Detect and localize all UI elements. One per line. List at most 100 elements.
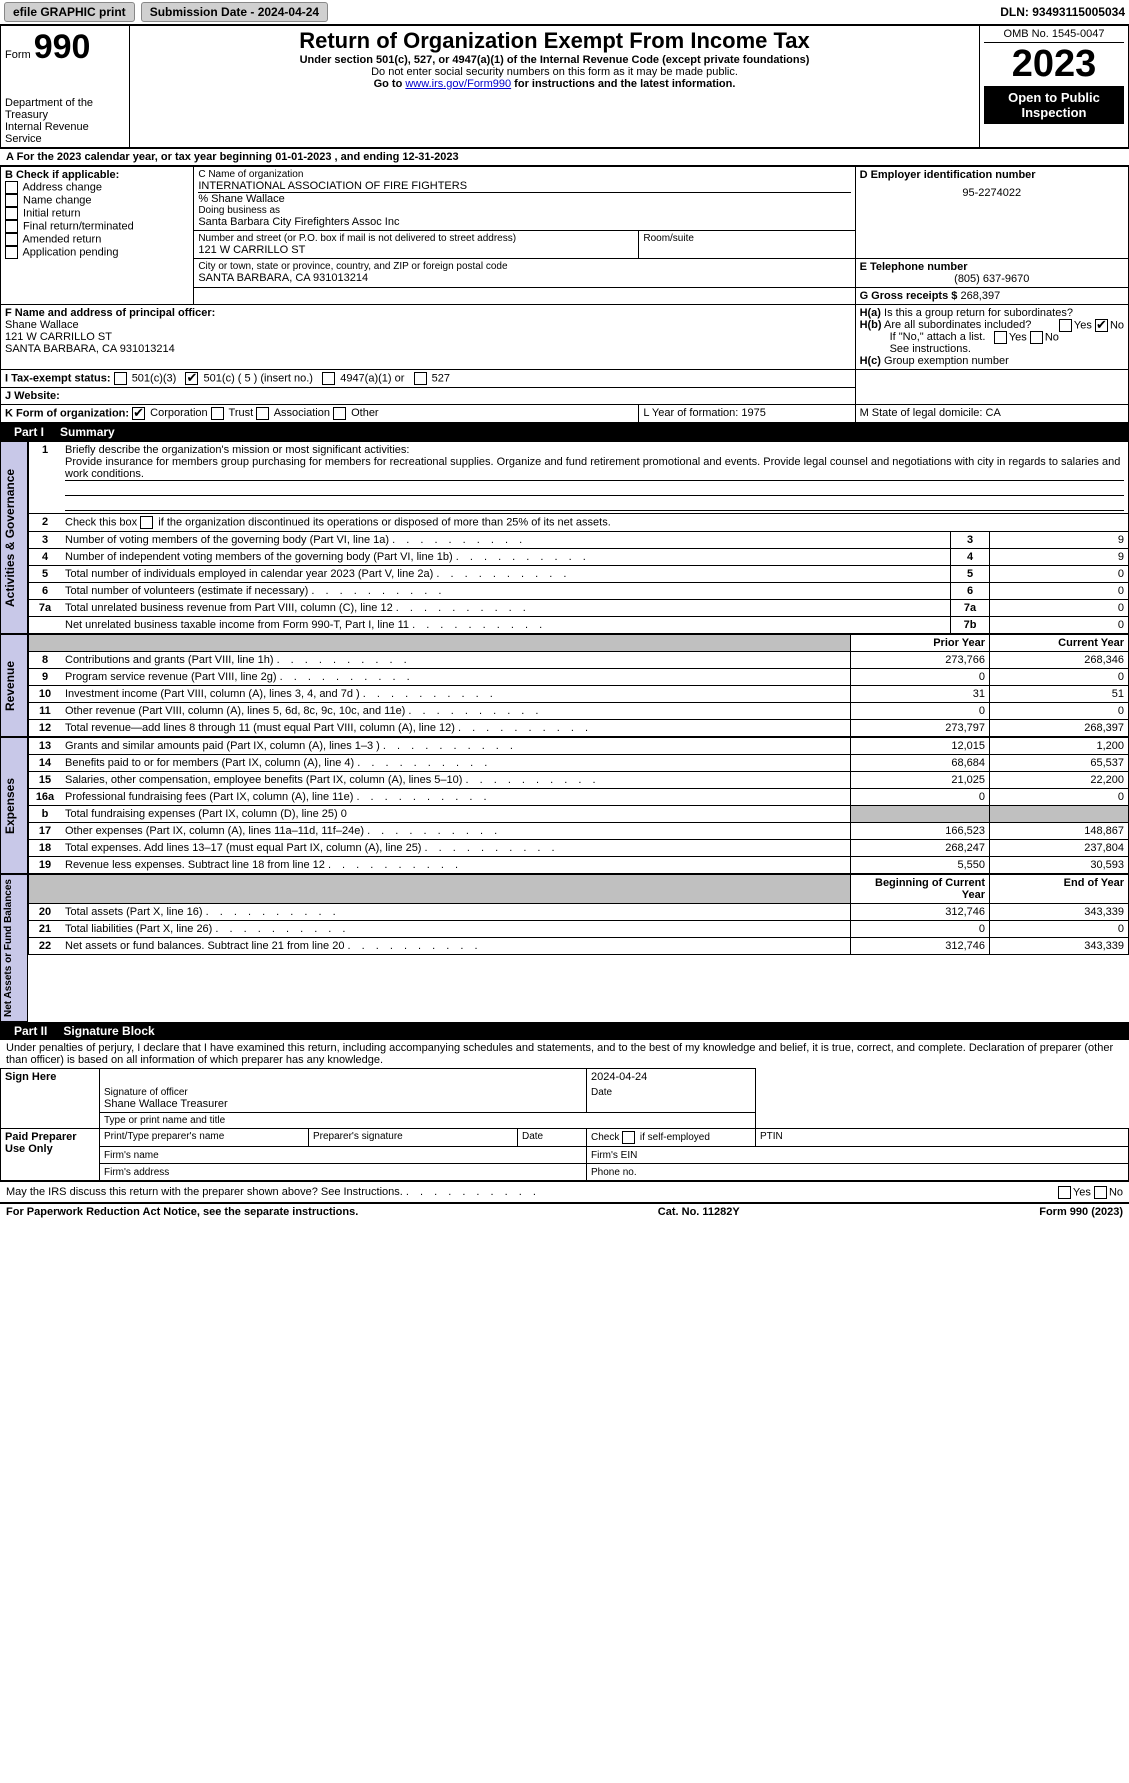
efile-print-button[interactable]: efile GRAPHIC print (4, 2, 135, 22)
org-info-grid: B Check if applicable: Address change Na… (0, 166, 1129, 423)
ein-value: 95-2274022 (860, 181, 1124, 205)
form-title: Return of Organization Exempt From Incom… (134, 28, 975, 54)
form-prefix: Form (5, 49, 31, 61)
gov-box: 4 (951, 549, 990, 566)
box-b-header: B Check if applicable: (5, 169, 189, 181)
box-f-label: F Name and address of principal officer: (5, 307, 851, 319)
discuss-no-checkbox[interactable] (1094, 1186, 1107, 1199)
dba-label: Doing business as (198, 205, 850, 216)
paid-preparer-label: Paid Preparer Use Only (1, 1129, 100, 1181)
box-d-label: D Employer identification number (860, 169, 1124, 181)
room-label: Room/suite (643, 233, 850, 244)
form-subtitle: Under section 501(c), 527, or 4947(a)(1)… (134, 54, 975, 66)
discuss-row: May the IRS discuss this return with the… (0, 1181, 1129, 1203)
boxb-check-4[interactable] (5, 233, 18, 246)
boxb-check-2[interactable] (5, 207, 18, 220)
row-desc: Total assets (Part X, line 16) (61, 904, 851, 921)
state-domicile: CA (986, 407, 1001, 419)
row-prior: 312,746 (851, 904, 990, 921)
row-desc: Total revenue—add lines 8 through 11 (mu… (61, 720, 851, 737)
officer-sig-name: Shane Wallace Treasurer (104, 1098, 582, 1110)
gov-box: 3 (951, 532, 990, 549)
i-501c3-checkbox[interactable] (114, 372, 127, 385)
department-label: Department of the Treasury Internal Reve… (5, 97, 125, 145)
col-current: Current Year (990, 635, 1129, 652)
row-curr (990, 806, 1129, 823)
boxb-check-3[interactable] (5, 220, 18, 233)
prep-date-label: Date (522, 1131, 582, 1142)
gov-val: 0 (990, 617, 1129, 634)
part2-num: Part II (8, 1024, 53, 1038)
row-prior: 0 (851, 921, 990, 938)
gov-box: 7a (951, 600, 990, 617)
irs-link[interactable]: www.irs.gov/Form990 (405, 78, 511, 90)
line2-checkbox[interactable] (140, 516, 153, 529)
box-i-label: I Tax-exempt status: (5, 372, 111, 384)
box-hc: H(c) Group exemption number (860, 355, 1124, 367)
submission-date-button[interactable]: Submission Date - 2024-04-24 (141, 2, 328, 22)
row-prior: 5,550 (851, 857, 990, 874)
cat-no: Cat. No. 11282Y (658, 1206, 740, 1218)
row-desc: Grants and similar amounts paid (Part IX… (61, 738, 851, 755)
ha-no-checkbox[interactable] (1095, 319, 1108, 332)
hb-yes-checkbox[interactable] (994, 331, 1007, 344)
row-desc: Revenue less expenses. Subtract line 18 … (61, 857, 851, 874)
boxb-check-0[interactable] (5, 181, 18, 194)
row-prior: 12,015 (851, 738, 990, 755)
street-value: 121 W CARRILLO ST (198, 244, 634, 256)
gov-desc: Number of independent voting members of … (61, 549, 951, 566)
tax-period-line: A For the 2023 calendar year, or tax yea… (0, 148, 1129, 166)
row-prior: 0 (851, 703, 990, 720)
row-curr: 0 (990, 669, 1129, 686)
page-footer: For Paperwork Reduction Act Notice, see … (0, 1203, 1129, 1220)
hb-note: If "No," attach a list. See instructions… (860, 331, 1124, 355)
boxb-item: Amended return (5, 233, 189, 246)
i-527-checkbox[interactable] (414, 372, 427, 385)
boxb-check-1[interactable] (5, 194, 18, 207)
prep-name-label: Print/Type preparer's name (104, 1131, 304, 1142)
org-name: INTERNATIONAL ASSOCIATION OF FIRE FIGHTE… (198, 180, 850, 192)
discuss-yes-checkbox[interactable] (1058, 1186, 1071, 1199)
gov-val: 0 (990, 600, 1129, 617)
form-footer: Form 990 (2023) (1039, 1206, 1123, 1218)
row-desc: Other revenue (Part VIII, column (A), li… (61, 703, 851, 720)
i-501c-checkbox[interactable] (185, 372, 198, 385)
boxk-check-2[interactable] (256, 407, 269, 420)
boxk-check-1[interactable] (211, 407, 224, 420)
row-curr: 343,339 (990, 904, 1129, 921)
public-inspection-label: Open to Public Inspection (984, 86, 1124, 124)
boxk-check-3[interactable] (333, 407, 346, 420)
vtab-governance: Activities & Governance (0, 441, 28, 634)
row-curr: 51 (990, 686, 1129, 703)
firm-addr-label: Firm's address (104, 1167, 169, 1178)
ha-yes-checkbox[interactable] (1059, 319, 1072, 332)
i-4947-checkbox[interactable] (322, 372, 335, 385)
boxb-item: Final return/terminated (5, 220, 189, 233)
row-desc: Total liabilities (Part X, line 26) (61, 921, 851, 938)
sig-officer-label: Signature of officer (104, 1087, 582, 1098)
boxb-check-5[interactable] (5, 246, 18, 259)
gov-val: 9 (990, 532, 1129, 549)
care-of: % Shane Wallace (198, 193, 850, 205)
dba-name: Santa Barbara City Firefighters Assoc In… (198, 216, 850, 228)
line2: Check this box if the organization disco… (61, 514, 1129, 532)
dln-label: DLN: 93493115005034 (1000, 5, 1125, 19)
gov-box: 5 (951, 566, 990, 583)
self-employed-label: Check if self-employed (591, 1131, 751, 1144)
firm-name-label: Firm's name (104, 1150, 159, 1161)
row-curr: 1,200 (990, 738, 1129, 755)
row-prior (851, 806, 990, 823)
top-toolbar: efile GRAPHIC print Submission Date - 20… (0, 0, 1129, 25)
part1-num: Part I (8, 425, 50, 439)
row-desc: Total expenses. Add lines 13–17 (must eq… (61, 840, 851, 857)
row-desc: Program service revenue (Part VIII, line… (61, 669, 851, 686)
row-prior: 268,247 (851, 840, 990, 857)
self-employed-checkbox[interactable] (622, 1131, 635, 1144)
box-k-label: K Form of organization: (5, 407, 129, 419)
boxk-check-0[interactable] (132, 407, 145, 420)
row-curr: 30,593 (990, 857, 1129, 874)
sign-here-label: Sign Here (1, 1069, 100, 1129)
hb-no-checkbox[interactable] (1030, 331, 1043, 344)
box-l-label: L Year of formation: (643, 407, 738, 419)
part1-header: Part I Summary (0, 423, 1129, 441)
